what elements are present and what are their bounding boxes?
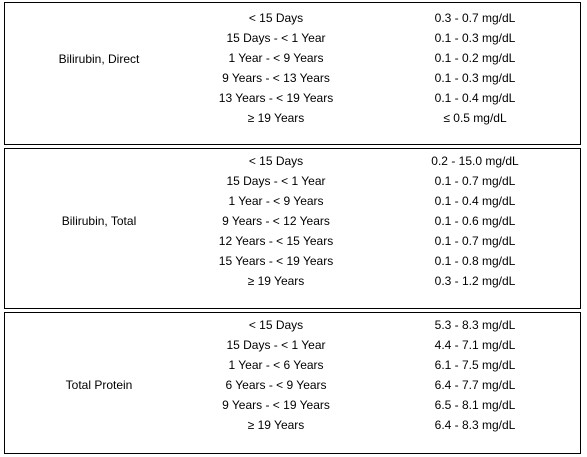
age-range-cell: 15 Years - < 19 Years <box>218 254 334 268</box>
table-row: ≥ 19 Years 6.4 - 8.3 mg/dL <box>5 415 580 435</box>
section-label: Bilirubin, Direct <box>58 52 140 66</box>
table-row: 1 Year - < 9 Years 0.1 - 0.4 mg/dL <box>5 191 580 211</box>
table-row: < 15 Days 0.2 - 15.0 mg/dL <box>5 151 580 171</box>
age-range-cell: 15 Days - < 1 Year <box>226 338 326 352</box>
section-bilirubin-total: Bilirubin, Total < 15 Days 0.2 - 15.0 mg… <box>4 148 581 309</box>
table-row: 15 Days - < 1 Year 0.1 - 0.7 mg/dL <box>5 171 580 191</box>
reference-range-cell: 0.1 - 0.4 mg/dL <box>434 194 516 208</box>
table-row: < 15 Days 5.3 - 8.3 mg/dL <box>5 315 580 335</box>
table-row: < 15 Days 0.3 - 0.7 mg/dL <box>5 8 580 28</box>
age-range-cell: 9 Years - < 13 Years <box>222 71 330 85</box>
age-range-cell: 15 Days - < 1 Year <box>226 31 326 45</box>
age-range-cell: 1 Year - < 9 Years <box>228 51 324 65</box>
reference-range-cell: 0.2 - 15.0 mg/dL <box>431 154 519 168</box>
table-row: 9 Years - < 19 Years 6.5 - 8.1 mg/dL <box>5 395 580 415</box>
reference-range-cell: 0.1 - 0.6 mg/dL <box>434 214 516 228</box>
table-row: 12 Years - < 15 Years 0.1 - 0.7 mg/dL <box>5 231 580 251</box>
age-range-cell: 12 Years - < 15 Years <box>218 234 334 248</box>
table-row: 9 Years - < 13 Years 0.1 - 0.3 mg/dL <box>5 68 580 88</box>
age-range-cell: < 15 Days <box>248 11 304 25</box>
reference-range-cell: 6.1 - 7.5 mg/dL <box>434 358 516 372</box>
reference-range-cell: 0.1 - 0.8 mg/dL <box>434 254 516 268</box>
reference-range-cell: 6.5 - 8.1 mg/dL <box>434 398 516 412</box>
reference-range-cell: 0.1 - 0.3 mg/dL <box>434 31 516 45</box>
age-range-cell: 15 Days - < 1 Year <box>226 174 326 188</box>
age-range-cell: < 15 Days <box>248 154 304 168</box>
reference-range-cell: 0.1 - 0.4 mg/dL <box>434 91 516 105</box>
reference-range-cell: 0.3 - 1.2 mg/dL <box>434 274 516 288</box>
section-label: Total Protein <box>65 378 133 392</box>
table-row: 15 Days - < 1 Year 0.1 - 0.3 mg/dL <box>5 28 580 48</box>
age-range-cell: ≥ 19 Years <box>247 111 305 125</box>
age-range-cell: 9 Years - < 12 Years <box>222 214 330 228</box>
section-bilirubin-direct: Bilirubin, Direct < 15 Days 0.3 - 0.7 mg… <box>4 2 581 145</box>
reference-range-cell: 0.1 - 0.2 mg/dL <box>434 51 516 65</box>
age-range-cell: ≥ 19 Years <box>247 418 305 432</box>
table-row: 13 Years - < 19 Years 0.1 - 0.4 mg/dL <box>5 88 580 108</box>
age-range-cell: 1 Year - < 9 Years <box>228 194 324 208</box>
age-range-cell: ≥ 19 Years <box>247 274 305 288</box>
reference-range-cell: 6.4 - 8.3 mg/dL <box>434 418 516 432</box>
table-row: 1 Year - < 6 Years 6.1 - 7.5 mg/dL <box>5 355 580 375</box>
table-row: 9 Years - < 12 Years 0.1 - 0.6 mg/dL <box>5 211 580 231</box>
reference-range-cell: 0.1 - 0.7 mg/dL <box>434 174 516 188</box>
section-total-protein: Total Protein < 15 Days 5.3 - 8.3 mg/dL … <box>4 312 581 454</box>
reference-range-cell: 5.3 - 8.3 mg/dL <box>434 318 516 332</box>
reference-range-cell: 0.1 - 0.7 mg/dL <box>434 234 516 248</box>
table-row: ≥ 19 Years ≤ 0.5 mg/dL <box>5 108 580 128</box>
age-range-cell: 13 Years - < 19 Years <box>218 91 334 105</box>
age-range-cell: 1 Year - < 6 Years <box>228 358 324 372</box>
reference-range-cell: 0.1 - 0.3 mg/dL <box>434 71 516 85</box>
reference-range-cell: 6.4 - 7.7 mg/dL <box>434 378 516 392</box>
table-row: 1 Year - < 9 Years 0.1 - 0.2 mg/dL <box>5 48 580 68</box>
section-label: Bilirubin, Total <box>61 214 137 228</box>
table-row: 15 Years - < 19 Years 0.1 - 0.8 mg/dL <box>5 251 580 271</box>
table-row: ≥ 19 Years 0.3 - 1.2 mg/dL <box>5 271 580 291</box>
reference-range-cell: 4.4 - 7.1 mg/dL <box>434 338 516 352</box>
reference-range-cell: 0.3 - 0.7 mg/dL <box>434 11 516 25</box>
reference-range-cell: ≤ 0.5 mg/dL <box>443 111 507 125</box>
age-range-cell: 6 Years - < 9 Years <box>225 378 327 392</box>
table-row: 15 Days - < 1 Year 4.4 - 7.1 mg/dL <box>5 335 580 355</box>
table-row: 6 Years - < 9 Years 6.4 - 7.7 mg/dL <box>5 375 580 395</box>
age-range-cell: 9 Years - < 19 Years <box>222 398 330 412</box>
age-range-cell: < 15 Days <box>248 318 304 332</box>
